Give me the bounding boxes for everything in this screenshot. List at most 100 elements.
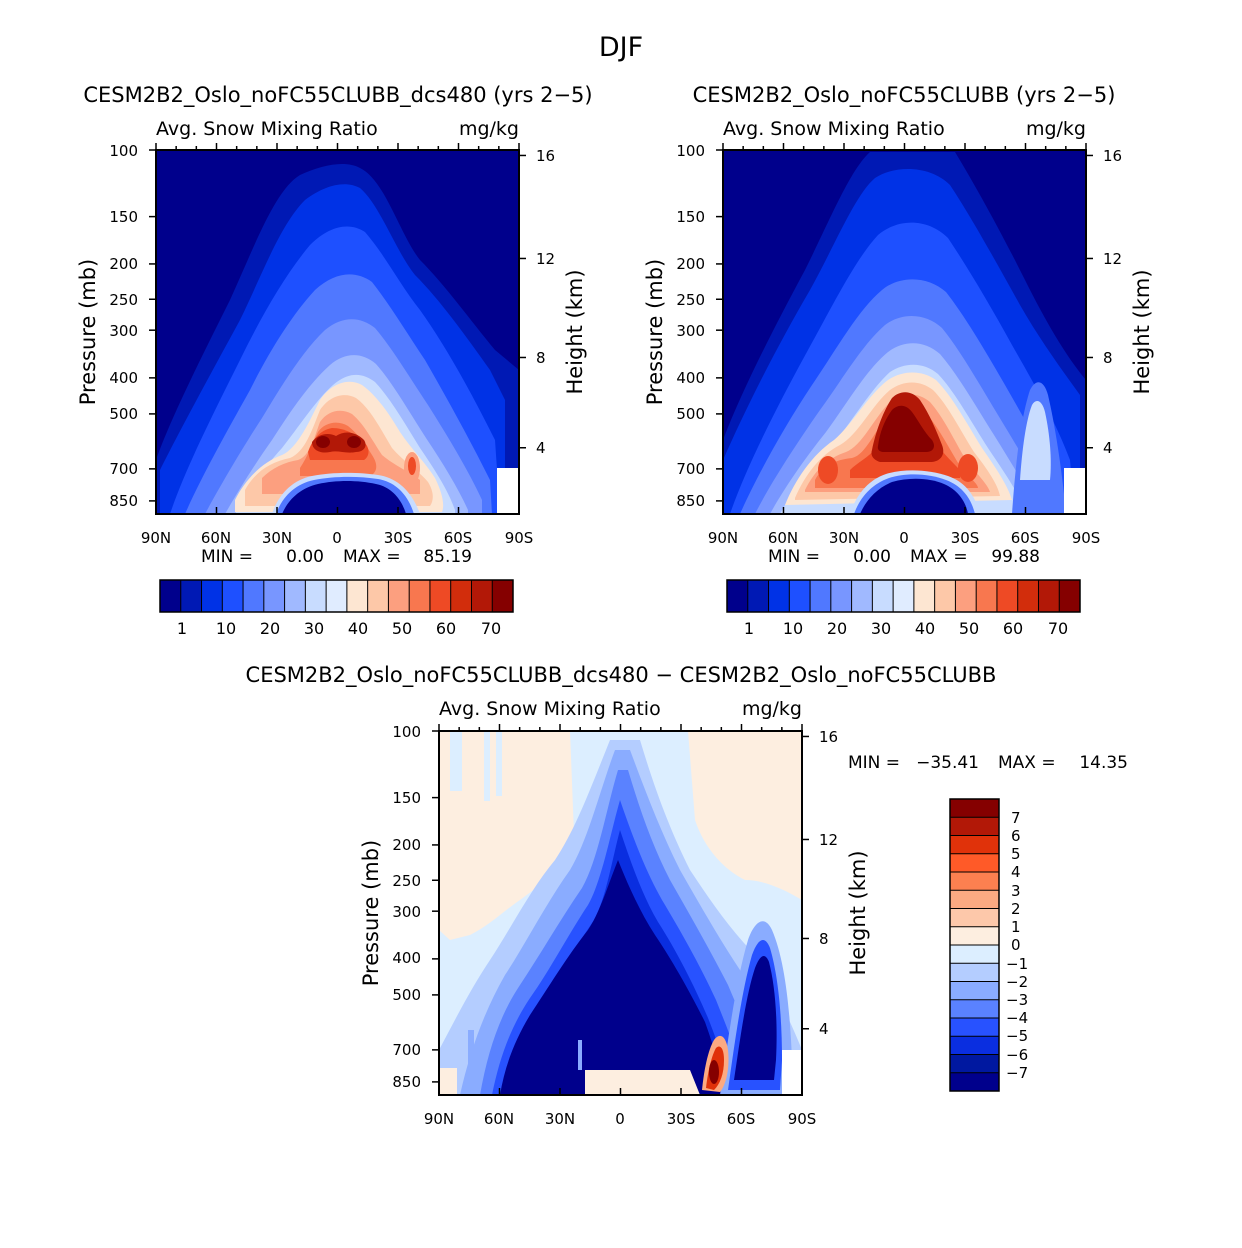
colorbar-swatch: [950, 890, 999, 909]
panel-a-ytick: 200: [109, 255, 138, 273]
panel-c-ytick: 400: [392, 949, 421, 967]
panel-a-ytick: 100: [109, 142, 138, 160]
panel-b-xtick: 90S: [1072, 529, 1101, 547]
colorbar-label: −5: [1006, 1027, 1028, 1045]
colorbar-swatch: [872, 580, 894, 612]
panel-b-xtick: 60S: [1011, 529, 1040, 547]
colorbar-label: 20: [260, 619, 280, 638]
panel-a-xtick: 60S: [444, 529, 473, 547]
panel-b-ytick: 700: [676, 460, 705, 478]
colorbar-swatch: [727, 580, 749, 612]
panel-a-units: mg/kg: [459, 118, 519, 140]
colorbar-swatch: [950, 817, 999, 836]
colorbar-swatch: [326, 580, 348, 612]
panel-c-ylabel: Pressure (mb): [359, 840, 383, 987]
panel-a-ylabel-right: Height (km): [563, 269, 587, 394]
panel-c-ytick-right: 12: [819, 831, 838, 849]
panel-c-units: mg/kg: [742, 698, 802, 720]
panel-c-colorbar-labels: 7 6 5 4 3 2 1 0 −1 −2 −3 −4 −5 −6 −7: [1006, 809, 1028, 1082]
panel-b-units: mg/kg: [1026, 118, 1086, 140]
panel-a-ytick: 150: [109, 208, 138, 226]
colorbar-swatch: [950, 926, 999, 946]
panel-c-ytick: 150: [392, 789, 421, 807]
colorbar-swatch: [950, 853, 999, 873]
panel-b-x-ticks: 90N 60N 30N 0 30S 60S 90S: [708, 529, 1100, 547]
panel-c-ytick: 700: [392, 1041, 421, 1059]
panel-c-ytick: 850: [392, 1073, 421, 1091]
panel-a-y-ticks: 100 150 200 250 300 400 500 700 850: [109, 142, 138, 510]
panel-a-max-value: 85.19: [423, 547, 472, 567]
colorbar-swatch: [450, 580, 472, 612]
panel-c-xtick: 60N: [484, 1110, 514, 1128]
colorbar-label: 10: [783, 619, 803, 638]
panel-c-ytick-right: 4: [819, 1020, 829, 1038]
colorbar-swatch: [950, 945, 999, 964]
panel-b-ytick: 850: [676, 492, 705, 510]
colorbar-label: 10: [216, 619, 236, 638]
colorbar-swatch: [955, 580, 977, 612]
panel-c-xtick: 30S: [667, 1110, 696, 1128]
panel-a-ytick: 500: [109, 405, 138, 423]
colorbar-swatch: [950, 908, 999, 928]
panel-a-ytick: 850: [109, 492, 138, 510]
panel-b-ytick: 300: [676, 322, 705, 340]
panel-b-colorbar-labels: 1 10 20 30 40 50 60 70: [744, 619, 1068, 638]
colorbar-swatch: [950, 1036, 999, 1055]
colorbar-label: 70: [481, 619, 501, 638]
panel-c-ytick: 500: [392, 986, 421, 1004]
colorbar-swatch: [996, 580, 1019, 612]
colorbar-swatch: [263, 580, 285, 612]
panel-b-colorbar: 1 10 20 30 40 50 60 70: [726, 579, 1081, 638]
colorbar-label: 20: [827, 619, 847, 638]
figure-title: DJF: [599, 32, 643, 63]
colorbar-swatch: [367, 580, 389, 612]
colorbar-label: 40: [915, 619, 935, 638]
colorbar-label: 30: [304, 619, 324, 638]
colorbar-swatch: [160, 580, 182, 612]
panel-b-max-label: MAX =: [910, 547, 968, 567]
panel-b-ytick: 400: [676, 369, 705, 387]
colorbar-swatch: [810, 580, 832, 612]
colorbar-label: −4: [1006, 1009, 1028, 1027]
panel-a-ytick: 300: [109, 322, 138, 340]
panel-c-xtick: 60S: [727, 1110, 756, 1128]
colorbar-swatch: [243, 580, 265, 612]
panel-a: CESM2B2_Oslo_noFC55CLUBB_dcs480 (yrs 2−5…: [76, 83, 593, 638]
colorbar-label: 60: [436, 619, 456, 638]
colorbar-label: 0: [1011, 936, 1021, 954]
panel-b-ytick: 200: [676, 255, 705, 273]
panel-b-title: CESM2B2_Oslo_noFC55CLUBB (yrs 2−5): [693, 83, 1116, 108]
panel-b-min-value: 0.00: [853, 547, 891, 567]
panel-c-max-value: 14.35: [1079, 753, 1128, 773]
colorbar-label: 4: [1011, 863, 1021, 881]
panel-b-ytick: 250: [676, 291, 705, 309]
colorbar-label: −2: [1006, 973, 1028, 991]
colorbar-label: 50: [392, 619, 412, 638]
panel-a-contours: [156, 150, 519, 514]
colorbar-label: 40: [348, 619, 368, 638]
colorbar-swatch: [950, 1054, 999, 1074]
panel-c-xtick: 90S: [788, 1110, 817, 1128]
panel-c-xtick: 30N: [545, 1110, 575, 1128]
panel-b-xtick: 30N: [829, 529, 859, 547]
panel-c-y-ticks: 100 150 200 250 300 400 500 700 850: [392, 723, 421, 1091]
colorbar-swatch: [789, 580, 811, 612]
colorbar-swatch: [429, 580, 452, 612]
panel-a-ytick-right: 4: [536, 439, 546, 457]
colorbar-label: 60: [1003, 619, 1023, 638]
panel-a-variable: Avg. Snow Mixing Ratio: [156, 118, 378, 140]
panel-c-ytick: 100: [392, 723, 421, 741]
colorbar-swatch: [201, 580, 223, 612]
colorbar-swatch: [471, 580, 493, 612]
panel-b-xtick: 30S: [951, 529, 980, 547]
colorbar-label: 1: [177, 619, 187, 638]
colorbar-swatch: [747, 580, 769, 612]
colorbar-swatch: [492, 580, 514, 612]
colorbar-swatch: [950, 799, 999, 818]
colorbar-label: −3: [1006, 991, 1028, 1009]
colorbar-swatch: [305, 580, 327, 612]
colorbar-label: 3: [1011, 882, 1021, 900]
colorbar-swatch: [284, 580, 306, 612]
panel-a-xtick: 30S: [384, 529, 413, 547]
